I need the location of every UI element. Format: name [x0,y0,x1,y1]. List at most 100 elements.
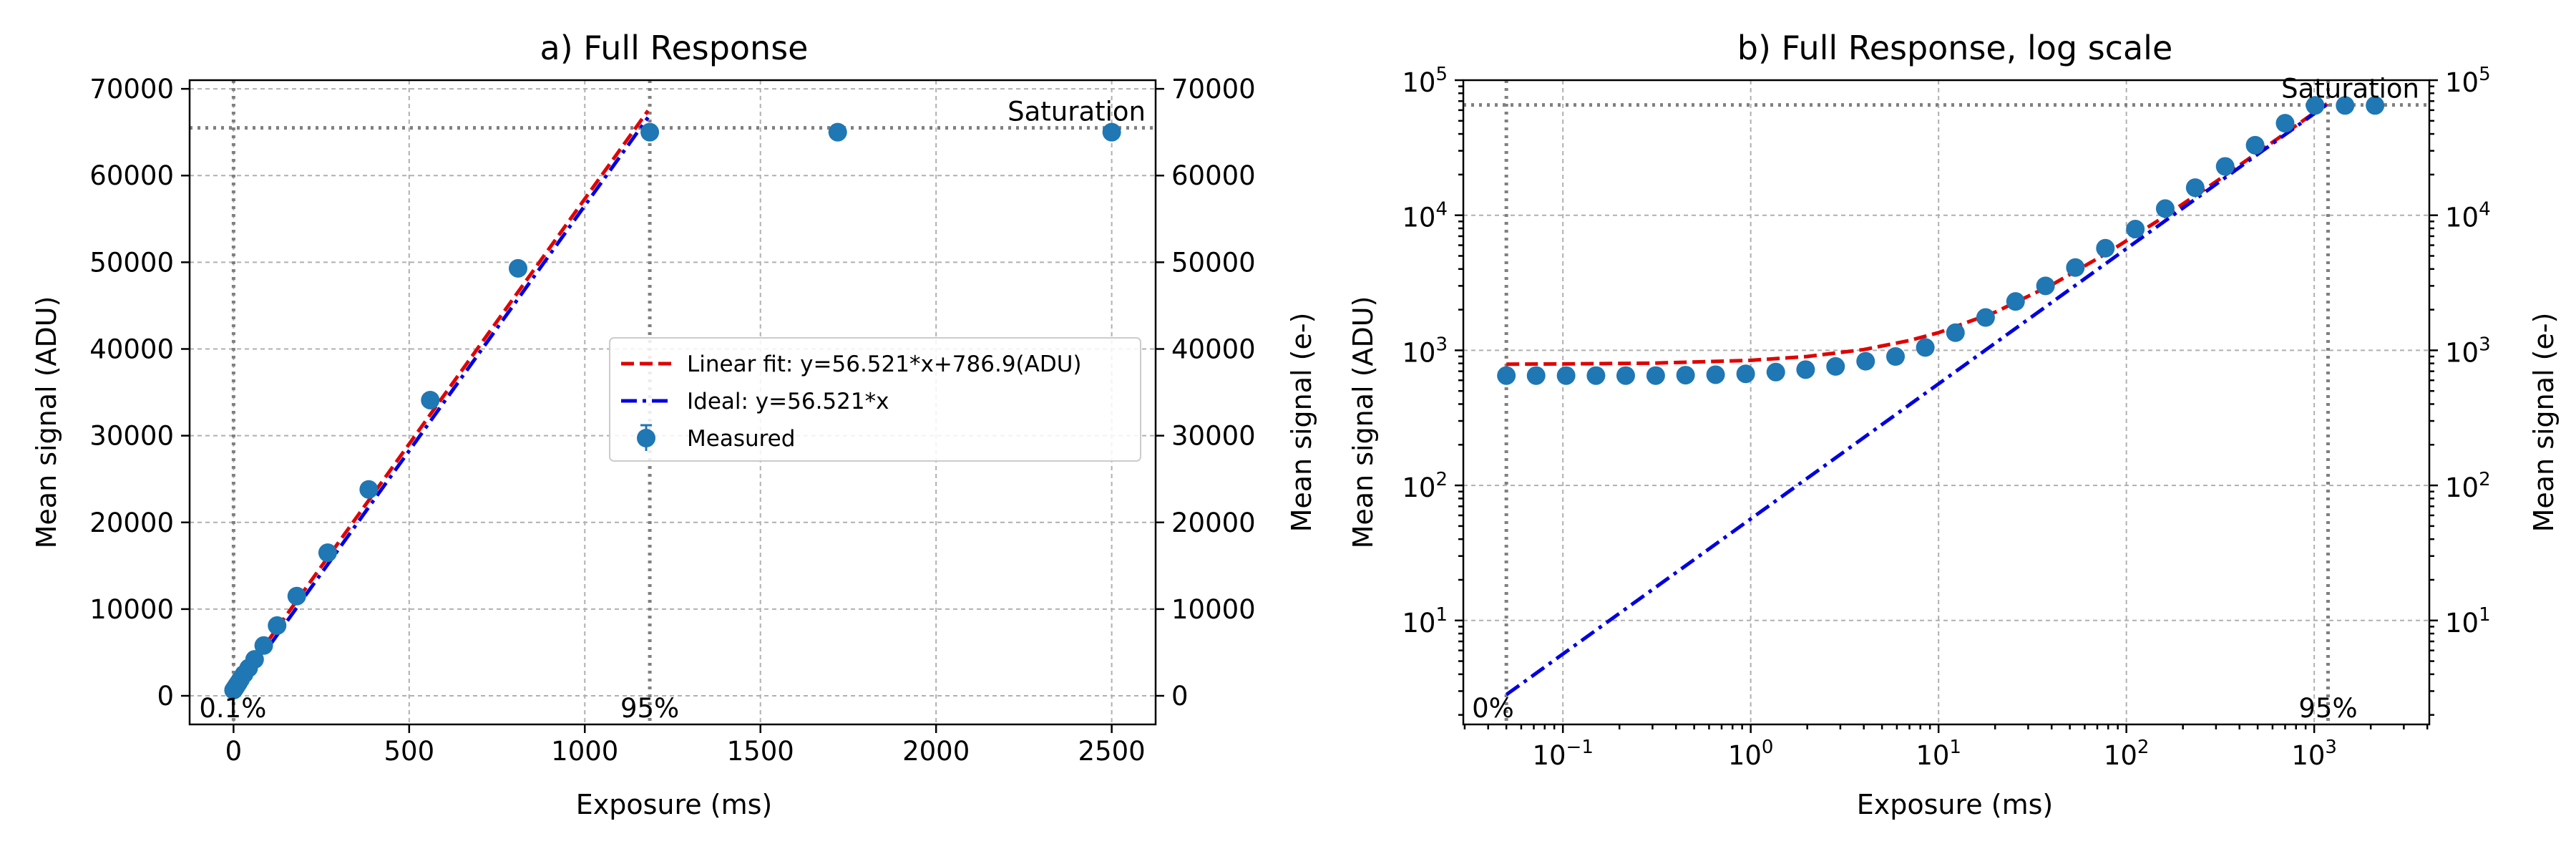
measured-point [1856,351,1875,371]
x-tick-label: 2000 [902,736,970,767]
low-limit-label: 0% [1472,693,1514,724]
y-tick-label-right: 50000 [1171,247,1256,278]
plot-area [190,80,1156,724]
measured-point [509,258,527,278]
legend-entry: Ideal: y=56.521*x [687,389,889,414]
linear-fit-line [1506,102,2329,367]
y-tick-label-right: 104 [2445,199,2491,233]
y-tick-label: 60000 [89,160,174,191]
measured-point [421,390,440,409]
saturation-label: Saturation [2281,74,2419,105]
y-tick-label-right: 40000 [1171,334,1256,365]
measured-point [1946,323,1965,342]
y-tick-label-right: 70000 [1171,74,1256,105]
measured-point [1676,366,1695,385]
measured-point [1976,308,1995,327]
measured-point [2215,157,2235,176]
measured-point [2126,220,2145,239]
measured-point [1497,366,1516,385]
measured-point [828,122,847,142]
low-limit-label: 0.1% [199,693,266,724]
measured-point [2066,258,2085,277]
y-tick-label-right: 105 [2445,64,2491,98]
x-tick-label: 101 [1916,737,1961,771]
measured-point [359,480,379,499]
high-limit-label: 95% [2298,693,2357,724]
y-tick-label-right: 0 [1171,681,1189,712]
y-tick-label: 20000 [89,508,174,538]
y-tick-label-right: 102 [2445,469,2491,503]
measured-point [1646,366,1665,385]
measured-point [254,636,273,655]
y-tick-label: 101 [1402,604,1448,639]
chart-a-ylabel: Mean signal (ADU) [31,296,62,549]
measured-point [1706,365,1725,384]
saturation-label: Saturation [1008,97,1146,127]
measured-point [640,122,660,142]
chart-a-xlabel: Exposure (ms) [576,789,772,820]
y-tick-label: 10000 [89,594,174,625]
ticks [181,87,1164,733]
measured-point [268,616,287,635]
measured-point [1886,347,1906,367]
x-tick-label: 100 [1728,737,1774,771]
measured-point [2096,238,2115,258]
chart-b-ylabel: Mean signal (ADU) [1347,296,1379,549]
x-tick-label: 500 [384,736,435,767]
x-tick-label: 102 [2104,737,2150,771]
y-tick-label-right: 60000 [1171,160,1256,191]
chart-a-title: a) Full Response [540,29,809,67]
y-tick-label: 104 [1402,199,1448,233]
y-tick-label-right: 101 [2445,604,2491,639]
plot-frame [1462,79,2431,726]
measured-point [2336,96,2355,115]
measured-point [1102,122,1121,142]
measured-point [1796,360,1815,379]
y-tick-label: 105 [1402,64,1448,98]
measured-point [1766,362,1785,382]
measured-point [1526,366,1546,385]
chart-a: a) Full Response Exposure (ms) Mean sign… [31,29,1317,820]
measured-point [2366,96,2385,115]
measured-point [318,543,337,563]
measured-point [2306,96,2325,115]
measured-point [2275,114,2295,133]
measured-point [2006,292,2025,311]
measured-point [1826,356,1845,376]
y-tick-label: 30000 [89,421,174,452]
ideal-line [232,116,650,697]
chart-b-title: b) Full Response, log scale [1737,29,2173,67]
measured-point [1556,366,1576,385]
x-tick-label: 10−1 [1532,737,1593,771]
y-tick-label-right: 30000 [1171,421,1256,452]
measured-point [2245,135,2265,155]
measured-point [2036,276,2055,296]
legend-measured-swatch [637,429,655,447]
measured-point [2185,178,2205,198]
chart-b-ylabel-right: Mean signal (e-) [2528,313,2560,533]
y-tick-label: 102 [1402,469,1448,503]
measured-point [1586,366,1606,385]
x-tick-label: 103 [2291,737,2337,771]
measured-point [287,586,306,606]
measured-point [245,650,264,669]
legend-box [609,337,1141,462]
chart-a-ylabel-right: Mean signal (e-) [1286,313,1317,533]
x-tick-label: 0 [225,736,243,767]
high-limit-label: 95% [620,693,679,724]
chart-b: b) Full Response, log scale Exposure (ms… [1347,29,2560,820]
plot-frame [188,79,1157,726]
x-tick-label: 2500 [1078,736,1146,767]
measured-point [1616,366,1635,385]
y-tick-label: 40000 [89,334,174,365]
x-tick-label: 1500 [727,736,794,767]
x-tick-label: 1000 [551,736,618,767]
y-tick-label: 103 [1402,334,1448,368]
y-tick-label-right: 10000 [1171,594,1256,625]
plot-area [1463,80,2429,724]
measured-point [1736,364,1755,384]
chart-b-xlabel: Exposure (ms) [1857,789,2053,820]
legend-entry: Measured [687,426,795,452]
measured-point [2155,199,2175,218]
y-tick-label-right: 20000 [1171,508,1256,538]
